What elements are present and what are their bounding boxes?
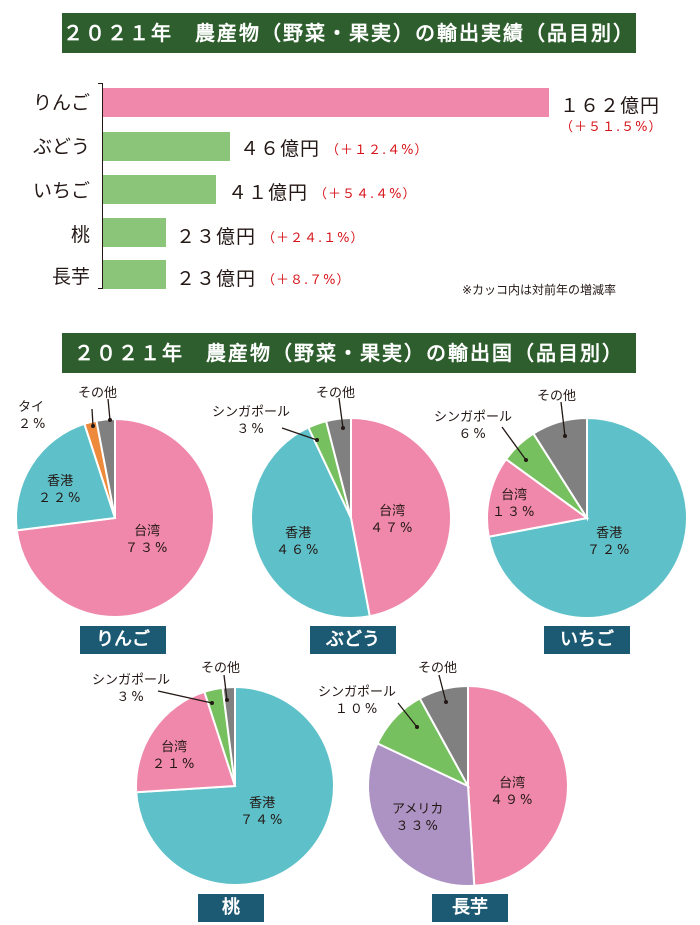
yam-singapore-leader-dot [415, 725, 419, 729]
peach-singapore-label: シンガポール ３% [92, 673, 171, 705]
peach-singapore-leader-dot [210, 701, 214, 705]
grape-other-leader-dot [341, 426, 345, 430]
peach-other-label: その他 [201, 661, 241, 676]
bar-section-title: ２０２１年 農産物（野菜・果実）の輸出実績（品目別） [62, 13, 636, 53]
yam-taiwan-label: 台湾 ４９% [490, 776, 535, 808]
peach-slice-taiwan [135, 690, 237, 794]
yam-other-leader-line [438, 674, 447, 703]
strawberry-singapore-leader-line [501, 426, 527, 461]
strawberry-other-leader-dot [563, 434, 567, 438]
peach-singapore-leader-line [157, 690, 213, 704]
apple-slice-other [95, 417, 116, 519]
apple-other-leader-dot [108, 418, 112, 422]
apple-other-leader-line [107, 398, 111, 421]
bar-footnote: ※カッコ内は対前年の増減率 [462, 283, 617, 297]
grape-singapore-leader-dot [315, 438, 319, 442]
grape-other-leader-line [338, 397, 344, 429]
strawberry-taiwan-label: 台湾 １３% [492, 488, 537, 520]
bar-label-peach: 桃 [70, 224, 90, 246]
bar-label-grape: ぶどう [32, 136, 90, 158]
apple-thailand-label: タイ ２% [18, 400, 48, 432]
pie-tag-peach: 桃 [198, 894, 264, 922]
apple-taiwan-label: 台湾 ７３% [125, 524, 170, 556]
pie-tag-yam: 長芋 [432, 894, 508, 922]
pie-tag-strawberry: いちご [544, 626, 630, 654]
strawberry-singapore-leader-dot [524, 458, 528, 462]
apple-hongkong-label: 香港 ２２% [38, 474, 83, 506]
strawberry-slice-taiwan [486, 457, 590, 538]
bar-label-strawberry: いちご [32, 180, 90, 202]
peach-taiwan-label: 台湾 ２１% [152, 740, 197, 772]
strawberry-singapore-label: シンガポール ６% [434, 410, 513, 442]
bar-axis-bracket [98, 83, 103, 289]
bar-label-apple: りんご [32, 92, 90, 114]
strawberry-hongkong-label: 香港 ７２% [587, 526, 632, 558]
peach-other-leader-dot [225, 698, 229, 702]
bar-apple [103, 88, 549, 117]
peach-hongkong-label: 香港 ７４% [240, 796, 285, 828]
yam-other-leader-dot [444, 700, 448, 704]
yam-singapore-leader-line [397, 702, 418, 728]
yam-slice-america [367, 742, 476, 887]
yam-other-label: その他 [418, 661, 458, 676]
bar-change-yam: （＋８.７%） [262, 273, 351, 288]
peach-other-leader-line [223, 674, 228, 701]
strawberry-slice-other [532, 416, 588, 522]
grape-taiwan-label: 台湾 ４７% [370, 504, 415, 536]
apple-thailand-leader-dot [91, 424, 95, 428]
bar-strawberry [103, 175, 216, 204]
grape-slice-other [324, 416, 352, 519]
pie-tag-apple: りんご [80, 626, 166, 654]
peach-slice-other [221, 685, 236, 787]
bar-value-strawberry: ４１億円 [228, 182, 309, 204]
grape-slice-taiwan [350, 416, 453, 618]
grape-singapore-label: シンガポール ３% [212, 405, 291, 437]
bar-yam [103, 260, 166, 289]
apple-slice-hongkong [15, 422, 117, 532]
bar-change-peach: （＋２４.１%） [262, 231, 365, 246]
bar-change-grape: （＋１２.４%） [326, 143, 429, 158]
strawberry-other-leader-line [560, 401, 566, 437]
yam-slice-taiwan [467, 684, 569, 887]
pie-tag-grape: ぶどう [310, 626, 396, 654]
bar-value-yam: ２３億円 [176, 268, 257, 290]
apple-other-label: その他 [78, 386, 118, 401]
bar-value-peach: ２３億円 [176, 226, 257, 248]
pie-section-title: ２０２１年 農産物（野菜・果実）の輸出国（品目別） [62, 333, 636, 373]
bar-value-grape: ４６億円 [240, 138, 321, 160]
bar-label-yam: 長芋 [51, 266, 90, 288]
grape-other-label: その他 [316, 386, 356, 401]
bar-peach [103, 218, 166, 247]
bar-value-apple: １６２億円 [560, 95, 661, 117]
yam-america-label: アメリカ ３３% [392, 802, 444, 834]
bar-grape [103, 132, 230, 161]
yam-singapore-label: シンガポール １０% [318, 685, 397, 717]
bar-change-apple: （＋５１.５%） [560, 120, 663, 135]
apple-thailand-leader-line [91, 408, 94, 427]
strawberry-other-label: その他 [537, 389, 577, 404]
grape-hongkong-label: 香港 ４６% [276, 526, 321, 558]
grape-singapore-leader-line [281, 427, 318, 441]
bar-change-strawberry: （＋５４.４%） [314, 187, 417, 202]
grape-slice-hongkong [250, 426, 371, 619]
